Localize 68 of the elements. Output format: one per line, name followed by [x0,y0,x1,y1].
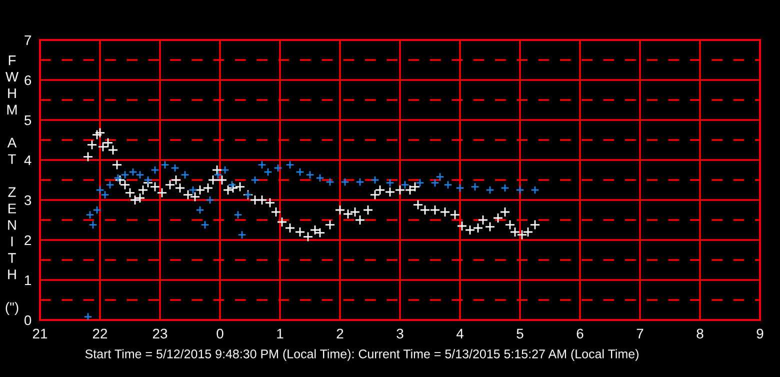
point [386,178,394,188]
point [296,168,304,176]
point [214,170,222,180]
x-tick-label: 6 [576,328,584,339]
text: FWHM AT ZENITH (") [6,56,19,315]
x-tick-label: 2 [336,328,344,338]
text: Start Time = 5/12/2015 9:48:30 PM (Local Time): Current Time = 5/13/2015 5:15:27 AM (Local Time) [85,349,638,361]
x-tick-label: 5 [516,328,524,339]
point [516,186,524,194]
point [456,184,464,192]
point [206,196,214,204]
point [400,180,410,190]
point [234,210,242,220]
point [200,220,210,230]
y-tick-label: 1 [25,275,31,286]
y-tick-label: 5 [24,115,32,126]
point [444,180,452,190]
point [486,186,494,194]
point [500,184,510,192]
y-tick-label: 3 [24,195,32,206]
point [150,166,160,174]
point [470,182,480,192]
point [88,220,98,230]
y-tick-label: 4 [24,155,32,166]
point [144,176,152,184]
point [274,164,282,172]
point [106,180,114,190]
x-tick-label: 22 [92,328,108,338]
point [258,160,266,170]
point [84,312,92,320]
point [188,186,198,194]
x-tick-label: 8 [696,328,704,339]
y-tick-label: 0 [24,315,32,326]
x-tick-label: 9 [756,328,764,339]
point [326,178,334,186]
y-tick-label: 2 [24,235,31,246]
point [530,186,540,194]
point [416,178,424,188]
x-tick-label: 4 [456,328,464,338]
point [196,206,204,214]
point [286,160,294,170]
point [250,176,260,184]
point [264,168,272,176]
x-tick-label: 1 [277,328,284,338]
point [340,178,350,186]
x-tick-label: 7 [636,328,644,338]
point [220,166,230,174]
point [92,206,102,214]
x-tick-label: 23 [152,328,168,339]
point [170,164,180,172]
point [356,178,364,186]
point [316,174,324,182]
point [136,170,144,180]
point [86,210,94,220]
point [180,170,190,180]
point [370,176,380,184]
point [128,168,138,176]
point [228,180,236,190]
point [100,190,110,200]
y-tick-label: 6 [24,75,32,86]
point [160,160,170,170]
x-tick-label: 0 [216,328,224,339]
y-tick-label: 7 [24,35,31,46]
x-tick-label: 21 [32,328,48,338]
x-tick-label: 3 [396,328,404,339]
point [238,230,246,240]
point [306,170,314,180]
point [96,186,104,194]
